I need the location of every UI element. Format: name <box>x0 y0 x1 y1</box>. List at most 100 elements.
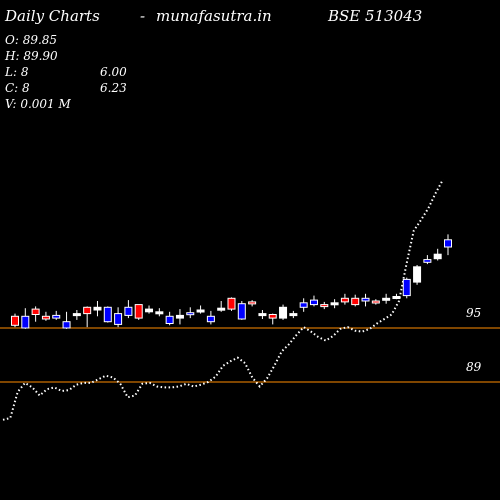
candle <box>351 294 360 307</box>
ohlc-open: O: 89.85 <box>5 33 57 47</box>
candle-body <box>340 297 349 303</box>
candle <box>206 310 215 325</box>
candle-body <box>196 309 205 313</box>
ohlc-close-b: 6.23 <box>100 81 127 95</box>
candle-body <box>309 299 318 306</box>
candle-body <box>289 313 298 317</box>
chart-header-symbol: BSE 513043 <box>327 7 422 25</box>
candle-body <box>382 297 391 301</box>
chart-header-separator: - <box>140 7 145 25</box>
candle <box>186 307 195 319</box>
candle <box>402 277 411 299</box>
candle-body <box>41 315 50 320</box>
candle-body <box>237 303 246 320</box>
ohlc-high: H: 89.90 <box>4 49 58 63</box>
candle <box>289 310 298 319</box>
ohlc-volume: V: 0.001 M <box>5 97 71 111</box>
candle-body <box>402 278 411 297</box>
candle-body <box>423 259 432 263</box>
candle-body <box>320 304 329 308</box>
candle-body <box>268 314 277 319</box>
candle <box>145 305 154 314</box>
ohlc-low-a: L: 8 <box>4 65 29 79</box>
candles-group <box>11 234 452 329</box>
candle-body <box>175 314 184 319</box>
candle <box>413 265 422 285</box>
candle-body <box>31 308 40 316</box>
candle-body <box>413 266 422 283</box>
candle <box>382 293 391 304</box>
candle-body <box>165 315 174 324</box>
candle-body <box>258 313 267 317</box>
candle <box>433 248 442 261</box>
candle-body <box>299 302 308 308</box>
candle-body <box>279 306 288 319</box>
candle <box>361 293 370 307</box>
candle <box>41 311 50 321</box>
price-levels: 95 89 <box>0 306 500 383</box>
candle-body <box>186 312 195 316</box>
candle-body <box>351 297 360 306</box>
candle <box>11 313 19 328</box>
candle <box>72 310 81 320</box>
candle <box>320 301 329 310</box>
candle-body <box>444 239 452 248</box>
candle-body <box>103 306 112 323</box>
candle <box>196 305 205 314</box>
candle <box>392 293 401 300</box>
candle-body <box>433 253 442 260</box>
candle-body <box>93 306 102 311</box>
candle-body <box>217 307 226 311</box>
candle-body <box>155 311 164 315</box>
candle-body <box>52 314 61 319</box>
candle-body <box>83 306 92 315</box>
candle <box>371 299 380 305</box>
candle-body <box>361 297 370 302</box>
candle-body <box>371 300 380 304</box>
candle-body <box>11 315 19 326</box>
candle-body <box>62 321 71 329</box>
candle <box>134 304 143 320</box>
ohlc-close-a: C: 8 <box>5 81 30 95</box>
candle <box>114 307 123 328</box>
candle-body <box>114 313 123 325</box>
candle <box>258 310 267 319</box>
candle-body <box>72 313 81 317</box>
candle-body <box>330 302 339 306</box>
candle <box>248 300 257 307</box>
candle-body <box>227 297 236 310</box>
candle <box>444 234 452 256</box>
candle-body <box>134 304 143 319</box>
candle <box>155 308 164 317</box>
candle <box>217 301 226 312</box>
level-label-89: 89 <box>466 360 482 374</box>
level-label-95: 95 <box>466 306 481 320</box>
candle <box>165 311 174 326</box>
candle <box>309 295 318 307</box>
candle <box>31 306 40 322</box>
candle <box>227 297 236 311</box>
chart-header-label: Daily Charts <box>4 7 100 25</box>
candle-body <box>21 315 30 329</box>
candle <box>330 299 339 309</box>
candle <box>124 300 133 319</box>
candle-body <box>248 301 257 305</box>
candle <box>83 306 92 328</box>
candle-body <box>124 306 133 316</box>
chart-header-site: munafasutra.in <box>156 7 272 25</box>
candle-body <box>145 308 154 313</box>
candle <box>423 255 432 265</box>
ohlc-low-b: 6.00 <box>100 65 127 79</box>
candle <box>93 301 102 317</box>
candle-body <box>206 315 215 323</box>
candle <box>175 309 184 325</box>
candle <box>103 306 112 323</box>
candle <box>279 304 288 320</box>
candle <box>62 311 71 329</box>
candle <box>299 298 308 312</box>
candle <box>237 301 246 320</box>
candle-body <box>392 296 401 299</box>
candle <box>52 310 61 320</box>
